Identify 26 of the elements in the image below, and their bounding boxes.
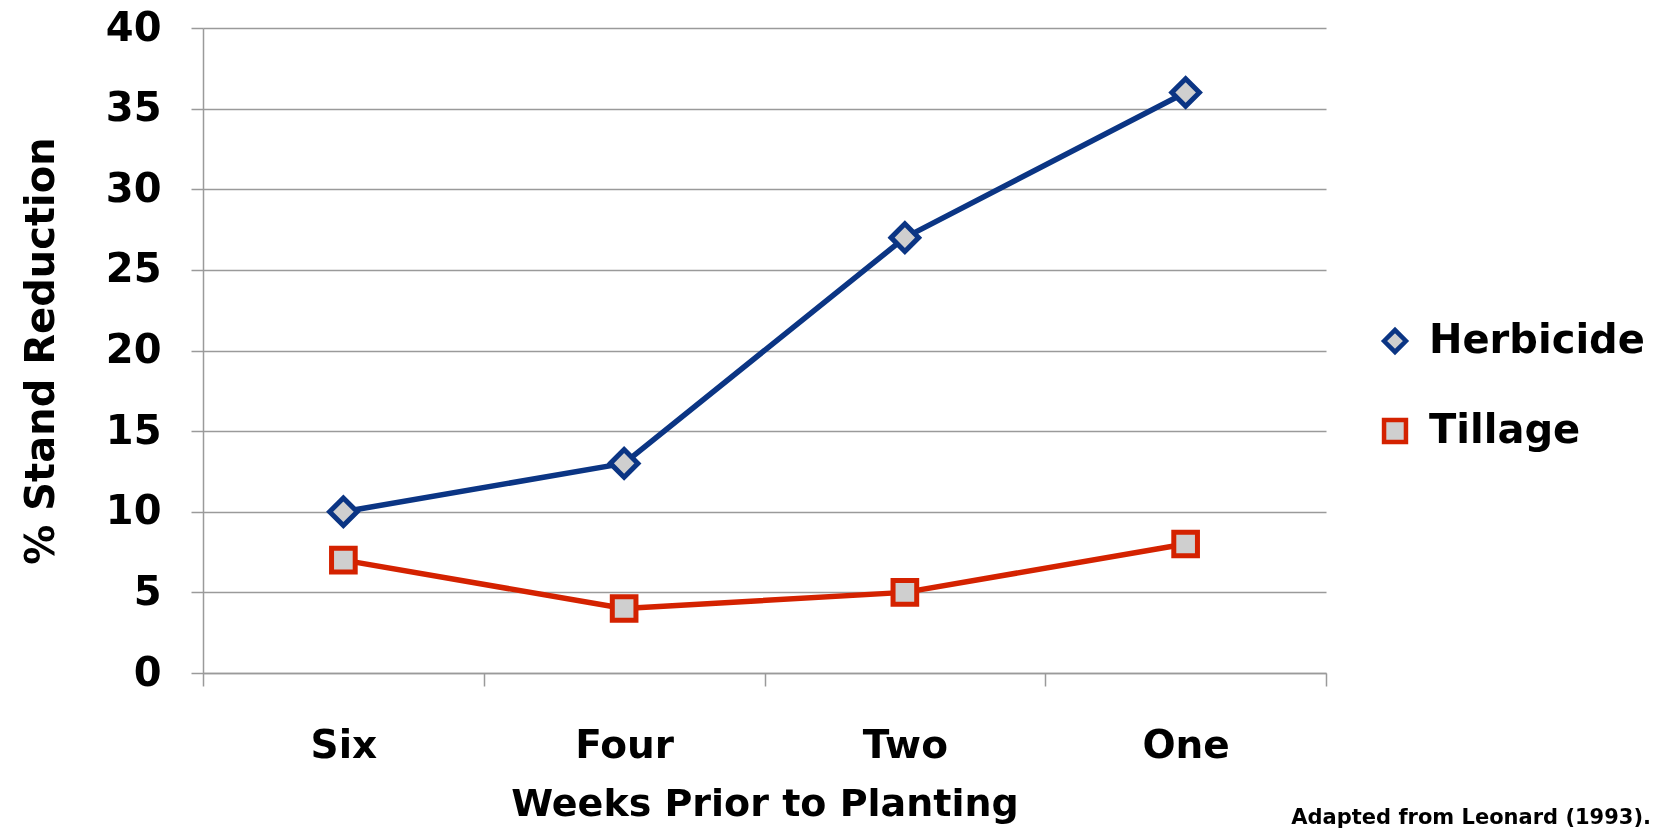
y-axis-title: % Stand Reduction <box>16 137 63 565</box>
y-tick-label: 15 <box>105 406 162 453</box>
y-tick-label: 40 <box>105 3 162 50</box>
y-tick-label: 35 <box>105 84 162 131</box>
point <box>1169 76 1202 109</box>
point <box>888 221 922 254</box>
y-tick-label: 10 <box>105 487 162 534</box>
y-tick-label: 25 <box>105 245 162 292</box>
point <box>890 578 920 607</box>
x-tick-label: Two <box>862 721 948 767</box>
point <box>1171 529 1200 559</box>
point <box>327 495 360 529</box>
x-tick-label: One <box>1142 721 1230 767</box>
x-tick-label: Six <box>310 721 378 767</box>
y-tick-label: 20 <box>105 326 162 372</box>
y-tick-label: 5 <box>133 567 162 614</box>
text: Adapted from Leonard (1993). <box>1291 805 1651 829</box>
y-tick-label: 30 <box>105 164 162 211</box>
x-axis-title: Weeks Prior to Planting <box>511 780 1019 825</box>
y-tick-label: 0 <box>133 648 162 695</box>
point <box>609 594 639 623</box>
x-tick-label: Four <box>575 721 675 767</box>
legend-label: Tillage <box>1429 406 1581 452</box>
point <box>329 545 358 575</box>
legend-label: Herbicide <box>1429 316 1645 362</box>
point <box>607 447 641 480</box>
